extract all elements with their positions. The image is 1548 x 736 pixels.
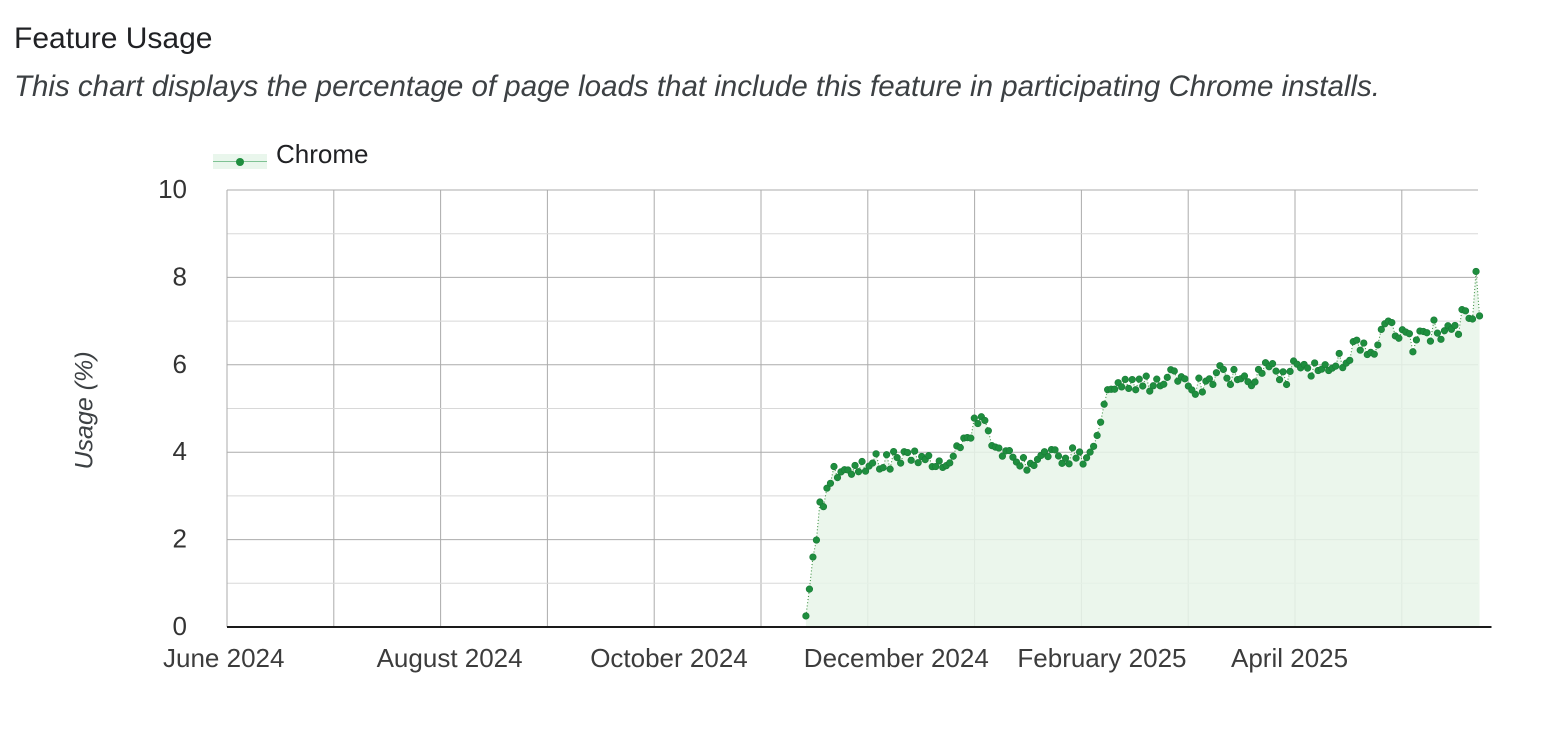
svg-text:0: 0 <box>173 611 187 641</box>
svg-text:February 2025: February 2025 <box>1017 643 1186 673</box>
svg-text:December 2024: December 2024 <box>804 643 989 673</box>
svg-text:June 2024: June 2024 <box>163 643 284 673</box>
svg-text:8: 8 <box>173 261 187 291</box>
svg-text:August 2024: August 2024 <box>377 643 523 673</box>
svg-text:2: 2 <box>173 524 187 554</box>
svg-text:April 2025: April 2025 <box>1231 643 1348 673</box>
svg-text:October 2024: October 2024 <box>590 643 748 673</box>
svg-text:6: 6 <box>173 349 187 379</box>
svg-text:10: 10 <box>158 174 187 204</box>
svg-text:4: 4 <box>173 436 187 466</box>
